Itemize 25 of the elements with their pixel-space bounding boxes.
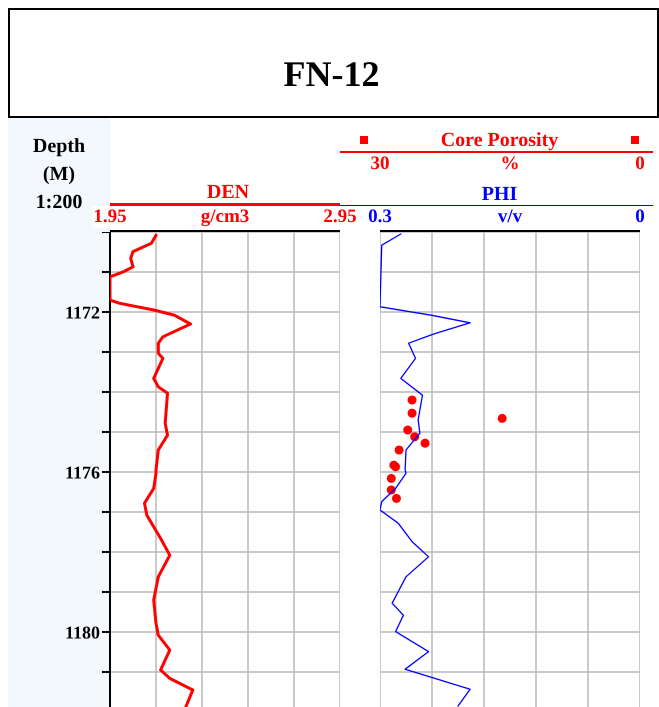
y-tick-label: 1176	[64, 462, 100, 482]
point	[408, 408, 417, 418]
y-axis-title: Depth (M) 1:200	[32, 134, 86, 215]
text: Core Porosity	[440, 128, 558, 151]
x2-axis-title: %	[500, 152, 520, 175]
x-axis-title: g/cm3	[200, 206, 250, 228]
x-tick-label: 2.95	[322, 206, 358, 228]
x2-tick-label: 0	[634, 152, 646, 175]
x2-tick-label: 30	[370, 152, 390, 175]
point	[498, 414, 507, 423]
text: DEN	[206, 181, 250, 203]
y-tick-label: 1180	[64, 622, 100, 642]
x-tick-label: 0.3	[367, 206, 393, 228]
point	[392, 494, 401, 503]
x-tick-label: 0	[634, 206, 646, 228]
point	[420, 438, 430, 448]
x-axis-title: v/v	[498, 206, 522, 228]
chart-title: FN-12	[282, 53, 380, 96]
point	[386, 474, 396, 483]
point	[403, 425, 412, 435]
x-tick-label: 1.95	[92, 206, 128, 228]
point	[394, 445, 404, 455]
text: PHI	[482, 182, 518, 205]
point	[408, 395, 417, 405]
y-tick-label: 1172	[64, 302, 100, 322]
